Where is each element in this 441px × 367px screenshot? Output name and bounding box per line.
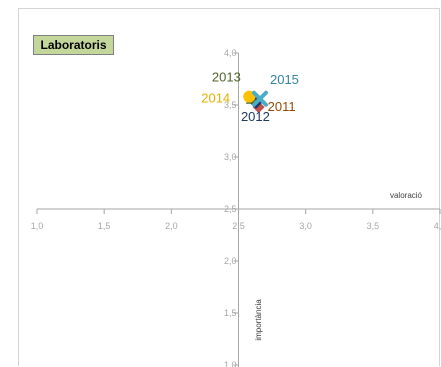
y-tick-label: 3,0 — [224, 152, 237, 162]
chart-frame — [18, 8, 440, 366]
point-label-2011: 2011 — [268, 99, 296, 114]
y-tick-label: 1,5 — [224, 308, 237, 318]
x-tick-label: 3,5 — [367, 221, 380, 231]
x-tick-label: 2,5 — [232, 221, 245, 231]
y-tick-label: 2,5 — [224, 204, 237, 214]
x-tick-label: 3,0 — [299, 221, 312, 231]
y-axis-label: importància — [254, 299, 263, 341]
x-tick-label: 2,0 — [165, 221, 178, 231]
point-x-stroke — [251, 90, 268, 107]
y-tick-label: 2,0 — [224, 256, 237, 266]
point-label-2013: 2013 — [212, 70, 241, 85]
x-tick-label: 1,0 — [31, 221, 44, 231]
point-2015 — [251, 90, 268, 107]
chart-title: Laboratoris — [33, 35, 114, 55]
x-tick-label: 1,5 — [98, 221, 111, 231]
x-axis-label: valoració — [390, 191, 423, 200]
point-label-2015: 2015 — [270, 72, 299, 87]
point-label-2012: 2012 — [241, 109, 270, 124]
y-tick-label: 3,5 — [224, 100, 237, 110]
point-label-2014: 2014 — [201, 91, 230, 106]
y-tick-label: 1,0 — [224, 360, 237, 367]
y-tick-label: 4,0 — [224, 48, 237, 58]
x-tick-label: 4,0 — [434, 221, 441, 231]
